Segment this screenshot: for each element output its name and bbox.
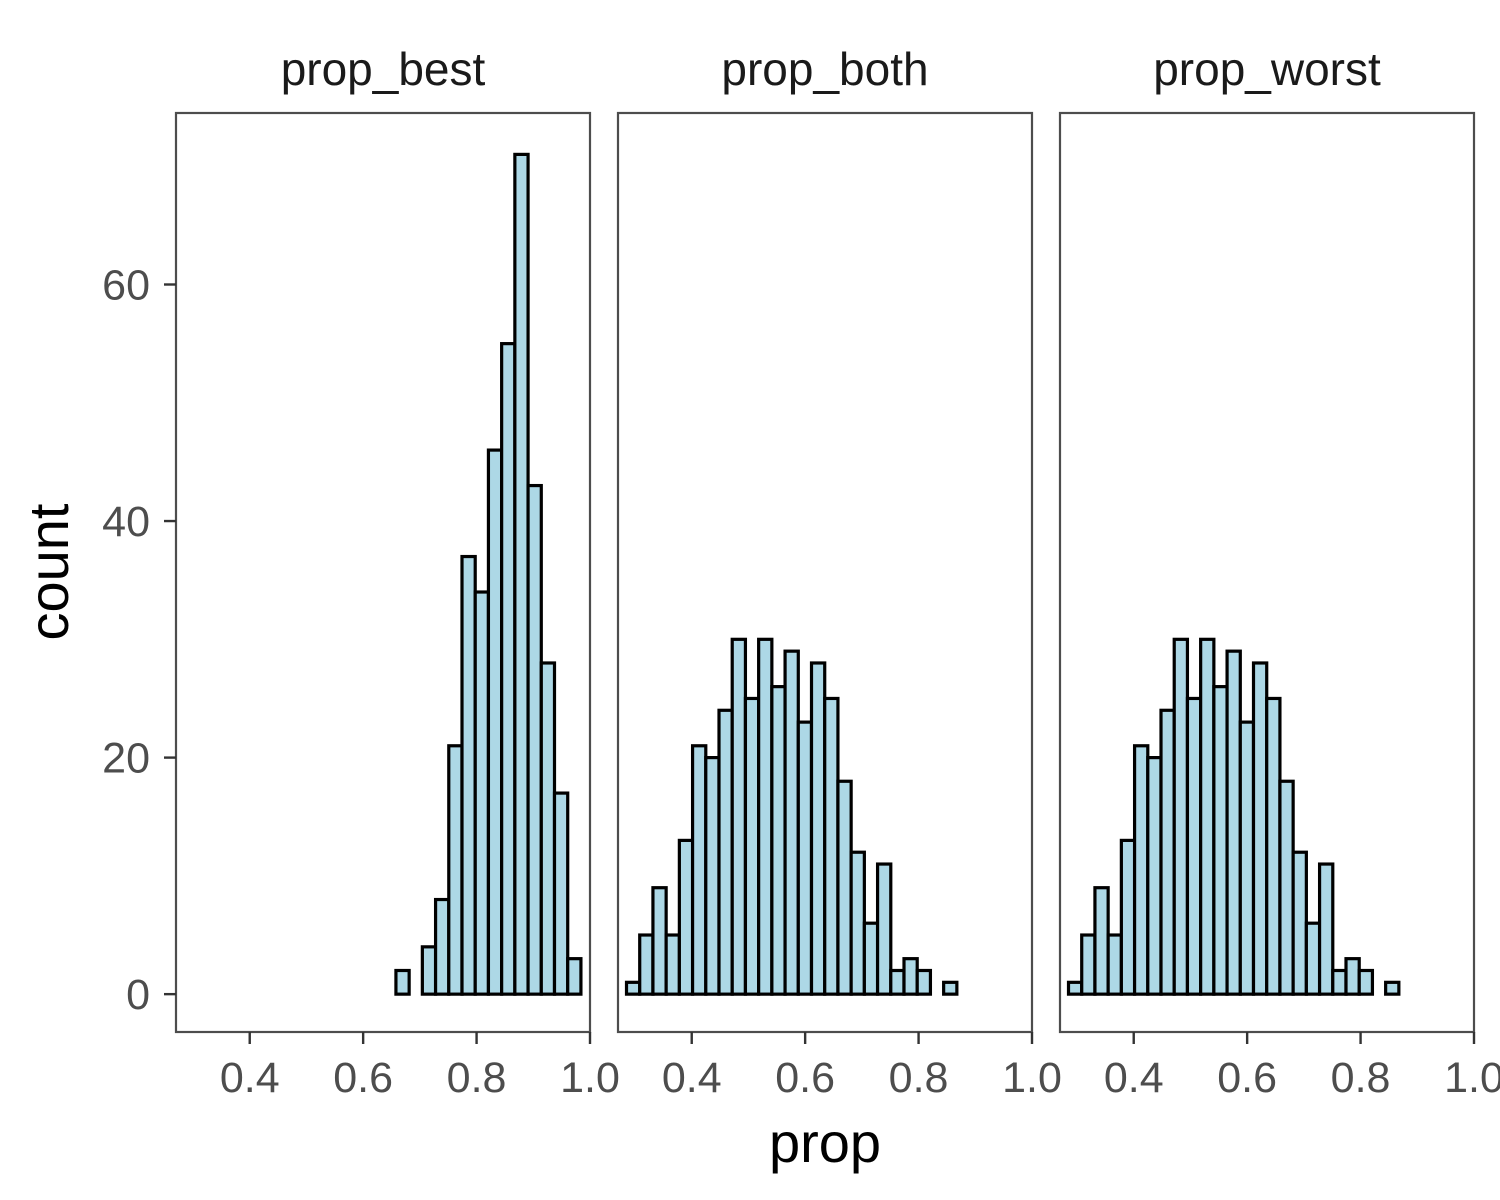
panel-border (616, 111, 1034, 1034)
bar (1212, 685, 1229, 996)
panel-border (1058, 111, 1476, 1034)
x-tick-label-1.0: 1.0 (1444, 1054, 1500, 1102)
bar (915, 968, 933, 996)
bar (1238, 720, 1256, 996)
x-tick-label-0.4: 0.4 (662, 1054, 722, 1102)
bar (690, 744, 708, 996)
strip-label-prop_best: prop_best (281, 43, 486, 95)
bar (473, 590, 491, 996)
bar (677, 838, 695, 996)
bar (552, 791, 570, 996)
bar (836, 779, 853, 996)
panel-prop_worst: prop_worst 0.4 0.6 0.8 1.0 (1058, 43, 1500, 1102)
bar (1132, 744, 1150, 996)
bar (566, 957, 583, 996)
bar (757, 637, 774, 996)
y-tick-label-0: 0 (126, 971, 150, 1019)
bar (500, 342, 517, 996)
bar (862, 921, 880, 996)
bar (849, 850, 866, 996)
x-tick-label-1.0: 1.0 (1002, 1054, 1062, 1102)
bar (1265, 696, 1282, 996)
bar (447, 744, 464, 996)
bar (1278, 779, 1295, 996)
bar (717, 708, 734, 996)
bar (1225, 649, 1242, 996)
bar (1185, 696, 1203, 996)
bar (1357, 968, 1375, 996)
bar (638, 933, 655, 996)
bar (651, 886, 668, 996)
x-tick-label-0.6: 0.6 (1217, 1054, 1277, 1102)
bar (902, 957, 919, 996)
bar (809, 661, 827, 996)
y-axis: 0 20 40 60 (102, 261, 176, 1019)
strip-label-prop_worst: prop_worst (1153, 43, 1381, 95)
bar (624, 980, 642, 996)
y-tick-label-20: 20 (102, 735, 150, 783)
bar (460, 554, 477, 996)
bar (1344, 957, 1361, 996)
bar (1106, 933, 1123, 996)
strip-label-prop_both: prop_both (721, 43, 928, 95)
bar (433, 897, 451, 996)
bar (823, 696, 840, 996)
x-tick-label-0.8: 0.8 (1331, 1054, 1391, 1102)
bar (513, 152, 530, 996)
bar (1080, 933, 1097, 996)
bar (1199, 637, 1216, 996)
bar (889, 968, 906, 996)
bar (704, 756, 721, 996)
bar (1291, 850, 1308, 996)
y-tick-label-60: 60 (102, 261, 150, 309)
bar (875, 862, 893, 996)
x-tick-label-0.8: 0.8 (889, 1054, 949, 1102)
bar (1304, 921, 1322, 996)
bar (1119, 838, 1137, 996)
x-tick-label-0.8: 0.8 (447, 1054, 507, 1102)
bar (796, 720, 814, 996)
panel-prop_best: prop_best 0.4 0.6 0.8 1.0 (174, 43, 620, 1102)
x-tick-label-0.6: 0.6 (333, 1054, 393, 1102)
x-tick-label-0.4: 0.4 (220, 1054, 280, 1102)
bar (743, 696, 761, 996)
y-axis-title: count (17, 503, 80, 640)
bar (1331, 968, 1348, 996)
bar (394, 968, 411, 996)
x-axis-title: prop (769, 1111, 881, 1174)
bar (1384, 980, 1401, 996)
bar (1317, 862, 1335, 996)
bar (1146, 756, 1163, 996)
bar (539, 661, 557, 996)
bar (486, 448, 504, 996)
bar (1251, 661, 1269, 996)
y-tick-label-40: 40 (102, 498, 150, 546)
bar (730, 637, 748, 996)
bars-prop_both (624, 637, 959, 996)
bars-prop_worst (1066, 637, 1401, 996)
bar (1066, 980, 1084, 996)
bars-prop_best (394, 152, 583, 996)
bar (1159, 708, 1176, 996)
bar (783, 649, 800, 996)
x-tick-label-0.4: 0.4 (1104, 1054, 1164, 1102)
bar (664, 933, 681, 996)
x-tick-label-0.6: 0.6 (775, 1054, 835, 1102)
bar (420, 945, 438, 996)
bar (770, 685, 787, 996)
facet-panels: prop_best 0.4 0.6 0.8 1.0 prop_both 0.4 0.6 0.8 1… (174, 43, 1500, 1102)
panel-prop_both: prop_both 0.4 0.6 0.8 1.0 (616, 43, 1062, 1102)
bar (1093, 886, 1110, 996)
bar (1172, 637, 1190, 996)
bar (526, 483, 543, 996)
panel-border (174, 111, 592, 1034)
x-tick-label-1.0: 1.0 (560, 1054, 620, 1102)
bar (942, 980, 959, 996)
